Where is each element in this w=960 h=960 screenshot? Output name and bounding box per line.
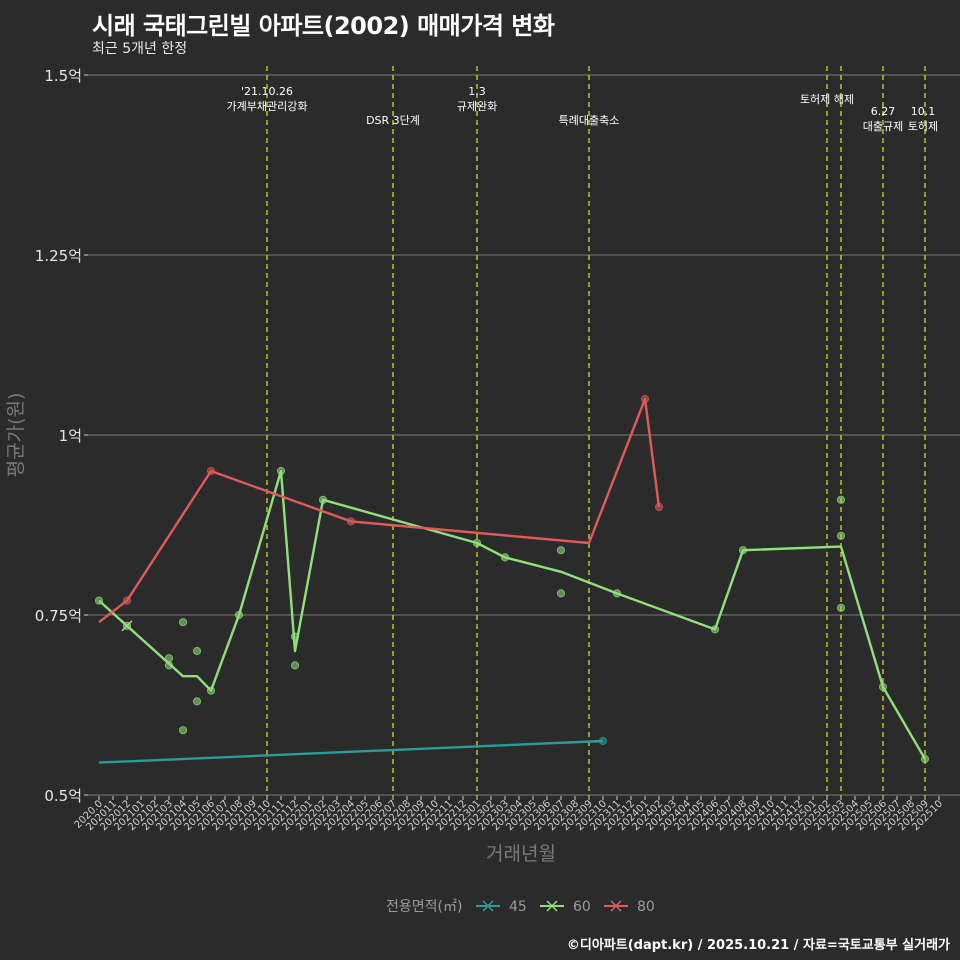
- legend-marker-45: [482, 900, 494, 912]
- data-point-60: [836, 531, 846, 540]
- event-label: 1.3: [468, 85, 486, 98]
- data-point-60: [836, 495, 846, 504]
- data-point-60: [738, 546, 748, 555]
- source-caption: ©디아파트(dapt.kr) / 2025.10.21 / 자료=국토교통부 실…: [566, 938, 950, 953]
- chart-subtitle: 최근 5개년 한정: [92, 41, 188, 57]
- data-point-60: [164, 661, 174, 670]
- x-axis-title: 거래년월: [486, 843, 556, 865]
- data-point-60: [192, 697, 202, 706]
- data-point-60: [318, 495, 328, 504]
- series-line-80: [98, 397, 661, 624]
- y-tick-label: 1억: [59, 427, 82, 445]
- event-label: 특례대출축소: [559, 114, 620, 127]
- data-point-60: [234, 610, 244, 620]
- chart-title: 시래 국태그린빌 아파트(2002) 매매가격 변화: [92, 12, 555, 40]
- data-point-60: [556, 589, 566, 598]
- y-tick-label: 0.75억: [35, 607, 82, 625]
- data-point-60: [164, 654, 174, 663]
- event-label: 6.27: [871, 105, 896, 118]
- data-point-60: [710, 625, 720, 634]
- data-point-60: [290, 661, 300, 670]
- legend-marker-60: [546, 900, 558, 912]
- data-point-80: [346, 517, 356, 526]
- event-label: 규제완화: [457, 100, 497, 113]
- data-point-60: [276, 466, 286, 476]
- data-point-80: [206, 466, 216, 476]
- event-label: 토허제: [908, 120, 938, 133]
- series-line-45: [98, 739, 604, 764]
- data-point-45: [598, 736, 608, 746]
- event-label: '21.10.26: [241, 85, 293, 98]
- data-point-60: [192, 646, 202, 656]
- legend-label-80: 80: [637, 899, 655, 915]
- data-point-60: [178, 726, 188, 735]
- data-point-60: [472, 538, 482, 548]
- event-label: DSR 3단계: [366, 114, 420, 127]
- y-tick-label: 1.25억: [35, 247, 82, 265]
- data-point-80: [122, 596, 132, 605]
- legend-label-60: 60: [573, 899, 591, 915]
- event-label: 10.1: [911, 105, 936, 118]
- y-tick-label: 0.5억: [44, 787, 82, 805]
- data-point-60: [556, 546, 566, 555]
- data-point-60: [836, 603, 846, 612]
- data-point-60: [94, 596, 104, 605]
- data-point-60: [878, 682, 888, 692]
- legend-marker-80: [610, 900, 622, 912]
- event-label: 토허제 해제: [800, 92, 854, 106]
- legend-label-45: 45: [509, 899, 527, 915]
- data-point-80: [640, 394, 650, 404]
- data-point-60: [500, 553, 510, 562]
- data-point-60: [920, 754, 930, 764]
- cross-marker: [121, 620, 133, 632]
- data-point-60: [178, 618, 188, 627]
- y-axis-title: 평균가(원): [5, 393, 27, 478]
- data-point-60: [612, 589, 622, 598]
- data-point-60: [206, 686, 216, 695]
- event-label: 가계부채관리강화: [227, 100, 308, 113]
- legend-title: 전용면적(㎡): [386, 899, 462, 915]
- event-label: 대출규제: [863, 120, 903, 133]
- y-tick-label: 1.5억: [44, 67, 82, 85]
- data-point-80: [654, 502, 664, 512]
- data-point-60: [290, 632, 300, 641]
